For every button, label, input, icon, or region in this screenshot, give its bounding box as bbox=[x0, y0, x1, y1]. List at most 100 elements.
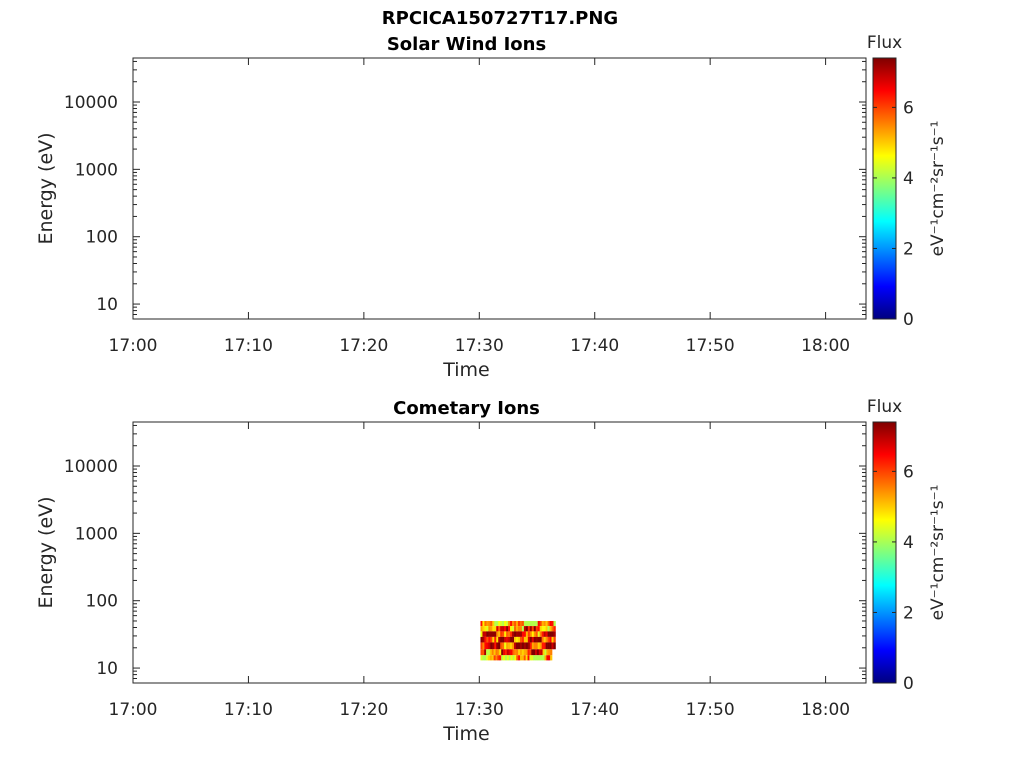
heatmap-cell bbox=[512, 631, 515, 637]
heatmap-cell bbox=[549, 620, 552, 627]
heatmap-cell bbox=[500, 642, 503, 650]
heatmap-cell bbox=[482, 626, 485, 632]
heatmap-cell bbox=[547, 642, 550, 650]
heatmap-cell bbox=[490, 626, 493, 632]
heatmap-cell bbox=[521, 649, 525, 656]
heatmap-cell bbox=[510, 655, 513, 661]
heatmap-cell bbox=[540, 649, 543, 656]
x-tick-label: 18:00 bbox=[801, 700, 850, 720]
heatmap-cell bbox=[541, 636, 544, 643]
x-tick-label: 17:10 bbox=[224, 336, 273, 356]
heatmap-cell bbox=[496, 620, 499, 627]
heatmap-cell bbox=[549, 642, 552, 650]
heatmap-cell bbox=[529, 636, 533, 643]
heatmap-cell bbox=[527, 620, 531, 627]
heatmap-cell bbox=[500, 620, 503, 627]
heatmap-cell bbox=[531, 642, 535, 650]
heatmap-cell bbox=[517, 636, 521, 643]
heatmap-cell bbox=[491, 655, 494, 661]
y-axis-label: Energy (eV) bbox=[35, 132, 57, 244]
heatmap-cell bbox=[506, 636, 509, 643]
x-tick-label: 17:50 bbox=[686, 700, 735, 720]
heatmap-cell bbox=[549, 626, 552, 632]
heatmap-cell bbox=[527, 636, 531, 643]
heatmap-cell bbox=[553, 642, 556, 650]
heatmap-cell bbox=[533, 626, 537, 632]
heatmap-cell bbox=[515, 642, 519, 650]
heatmap-cell bbox=[500, 626, 503, 632]
heatmap-cell bbox=[494, 642, 497, 650]
heatmap-cell bbox=[516, 649, 519, 656]
heatmap-cell bbox=[504, 649, 508, 656]
heatmap-cell bbox=[482, 655, 485, 661]
heatmap-cell bbox=[535, 636, 539, 643]
heatmap-cell bbox=[514, 626, 517, 632]
heatmap-cell bbox=[484, 620, 487, 627]
heatmap-cell bbox=[512, 626, 515, 632]
heatmap-cell bbox=[506, 631, 509, 637]
heatmap-cell bbox=[510, 642, 513, 650]
heatmap-cell bbox=[520, 655, 523, 661]
heatmap-cell bbox=[519, 620, 523, 627]
heatmap-cell bbox=[520, 649, 523, 656]
heatmap-cell bbox=[514, 620, 517, 627]
heatmap-cell bbox=[490, 620, 493, 627]
heatmap-cell bbox=[523, 631, 527, 637]
heatmap-cell bbox=[512, 655, 515, 661]
heatmap-cell bbox=[484, 636, 487, 643]
heatmap-cell bbox=[484, 626, 487, 632]
heatmap-cell bbox=[542, 649, 545, 656]
heatmap-cell bbox=[502, 631, 505, 637]
heatmap-cell bbox=[543, 620, 546, 627]
heatmap-cell bbox=[510, 626, 513, 632]
heatmap-cell bbox=[517, 642, 521, 650]
y-tick-label: 1000 bbox=[75, 160, 118, 180]
heatmap-cell bbox=[514, 631, 517, 637]
heatmap-cell bbox=[535, 655, 538, 661]
heatmap-cell bbox=[541, 620, 544, 627]
heatmap-cell bbox=[545, 642, 548, 650]
x-tick-label: 17:00 bbox=[109, 700, 158, 720]
heatmap-cell bbox=[535, 620, 539, 627]
heatmap-cell bbox=[493, 655, 496, 661]
heatmap-cell bbox=[533, 649, 536, 656]
heatmap-cell bbox=[492, 631, 495, 637]
colorbar-title: Flux bbox=[867, 397, 902, 417]
heatmap-cell bbox=[510, 636, 513, 643]
panel-title: Cometary Ions bbox=[393, 398, 540, 419]
heatmap-cell bbox=[512, 649, 515, 656]
x-tick-label: 17:20 bbox=[339, 700, 388, 720]
heatmap-cell bbox=[496, 631, 499, 637]
heatmap-cell bbox=[486, 642, 489, 650]
heatmap-cell bbox=[551, 642, 554, 650]
heatmap-cell bbox=[543, 631, 546, 637]
colorbar-tick-label: 0 bbox=[903, 310, 914, 330]
heatmap-cell bbox=[503, 655, 506, 661]
heatmap-cell bbox=[510, 631, 513, 637]
heatmap-cell bbox=[519, 642, 523, 650]
heatmap-cell bbox=[504, 626, 507, 632]
heatmap-cell bbox=[498, 636, 501, 643]
heatmap-cell bbox=[491, 649, 494, 656]
heatmap-cell bbox=[506, 626, 509, 632]
heatmap-cell bbox=[545, 620, 548, 627]
heatmap-cell bbox=[488, 626, 491, 632]
x-tick-label: 17:30 bbox=[455, 700, 504, 720]
heatmap-cell bbox=[515, 636, 519, 643]
heatmap-cell bbox=[482, 642, 485, 650]
heatmap-cell bbox=[488, 631, 491, 637]
heatmap-cell bbox=[486, 620, 489, 627]
heatmap-cell bbox=[531, 620, 535, 627]
heatmap-cells bbox=[480, 620, 556, 661]
heatmap-cell bbox=[506, 620, 509, 627]
heatmap-cell bbox=[512, 620, 515, 627]
heatmap-cell bbox=[551, 626, 554, 632]
heatmap-cell bbox=[493, 649, 496, 656]
heatmap-cell bbox=[486, 649, 489, 656]
heatmap-cell bbox=[517, 620, 521, 627]
colorbar-tick-label: 6 bbox=[903, 462, 914, 482]
heatmap-cell bbox=[489, 655, 493, 661]
panel-2: Cometary Ions 17:00 17:10 17:20 17:30 17:40 17… bbox=[35, 397, 948, 745]
heatmap-cell bbox=[490, 642, 493, 650]
heatmap-cell bbox=[537, 631, 540, 637]
